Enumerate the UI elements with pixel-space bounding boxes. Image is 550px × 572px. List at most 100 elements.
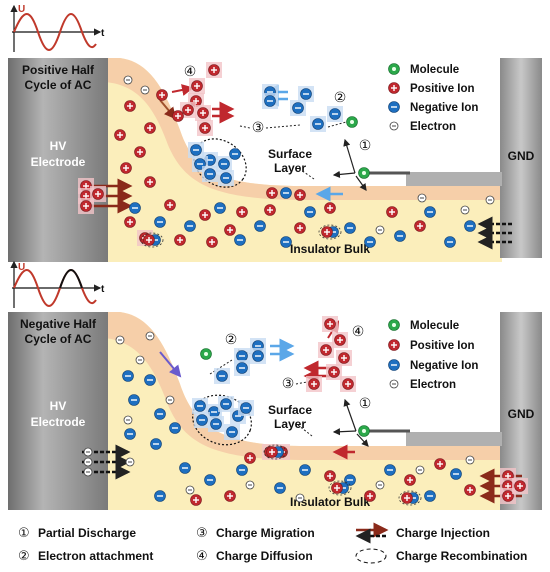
negative-ion-icon xyxy=(154,408,166,420)
positive-ion-icon xyxy=(172,110,184,122)
positive-ion-icon xyxy=(90,186,106,202)
key-label-charge-diffusion: Charge Diffusion xyxy=(216,549,313,563)
positive-ion-icon xyxy=(134,146,146,158)
key-label-partial-discharge: Partial Discharge xyxy=(38,526,136,540)
positive-ion-icon xyxy=(124,216,136,228)
negative-ion-icon xyxy=(218,170,234,186)
positive-ion-icon xyxy=(143,234,155,246)
positive-ion-icon xyxy=(156,89,168,101)
negative-ion-icon xyxy=(154,216,166,228)
legend-negative-ion: Negative Ion xyxy=(410,360,478,372)
marker-attachment: ② xyxy=(225,332,238,348)
electron-icon xyxy=(125,457,135,467)
legend-electron: Electron xyxy=(410,121,456,133)
positive-ion-icon xyxy=(114,129,126,141)
gnd-step xyxy=(406,432,502,446)
hv-electrode xyxy=(8,312,108,510)
electron-icon xyxy=(83,467,93,477)
particles-panel-2 xyxy=(83,316,528,506)
legend-negative-ion: Negative Ion xyxy=(410,102,478,114)
hv-label-line2: Electrode xyxy=(31,415,86,429)
molecule-icon xyxy=(200,348,212,360)
negative-ion-icon xyxy=(179,462,191,474)
charge-recombination-icon xyxy=(355,548,387,564)
legend-molecule: Molecule xyxy=(410,320,459,332)
positive-ion-icon xyxy=(294,189,306,201)
positive-ion-icon xyxy=(195,105,211,121)
negative-ion-icon xyxy=(236,464,248,476)
positive-ion-icon xyxy=(224,490,236,502)
negative-ion-icon xyxy=(224,424,240,440)
positive-ion-icon xyxy=(324,470,336,482)
positive-ion-icon xyxy=(306,376,322,392)
positive-ion-icon xyxy=(189,78,205,94)
recombination-pair-icon xyxy=(318,224,342,240)
positive-ion-icon xyxy=(434,458,446,470)
gnd-step xyxy=(406,172,502,186)
molecule-icon xyxy=(388,319,400,331)
negative-ion-icon xyxy=(274,482,286,494)
negative-ion-icon xyxy=(229,148,241,160)
positive-ion-icon xyxy=(404,474,416,486)
positive-ion-icon xyxy=(326,364,342,380)
negative-ion-icon xyxy=(154,490,166,502)
charge-cluster-outline xyxy=(193,138,247,188)
positive-ion-icon xyxy=(180,102,196,118)
recombination-pair-icon xyxy=(328,480,352,496)
axis-t-label: t xyxy=(101,28,105,39)
negative-ion-icon xyxy=(202,166,218,182)
positive-ion-icon xyxy=(206,236,218,248)
surface-label-line2: Layer xyxy=(274,161,306,175)
marker-migration: ③ xyxy=(252,120,265,136)
key-symbol-partial-discharge: ① xyxy=(18,526,30,541)
positive-ion-icon xyxy=(318,342,334,358)
surface-label-line1: Surface xyxy=(268,403,312,417)
negative-ion-icon xyxy=(424,206,436,218)
recombination-pair-icon xyxy=(140,232,164,248)
key-label-charge-recombination: Charge Recombination xyxy=(396,549,527,563)
electron-icon xyxy=(123,75,133,85)
negative-ion-icon xyxy=(388,359,400,371)
negative-ion-icon xyxy=(464,220,476,232)
electron-icon xyxy=(245,480,255,490)
hv-electrode xyxy=(8,58,108,262)
negative-ion-icon xyxy=(280,236,292,248)
molecule-icon xyxy=(358,425,370,437)
positive-ion-icon xyxy=(224,224,236,236)
positive-ion-icon xyxy=(388,339,400,351)
electron-icon xyxy=(465,455,475,465)
negative-ion-icon xyxy=(122,370,134,382)
cycle-label-line1: Negative Half xyxy=(20,317,97,331)
negative-ion-icon xyxy=(129,202,141,214)
positive-ion-icon xyxy=(190,494,202,506)
key-symbol-electron-attachment: ② xyxy=(18,549,30,564)
electron-icon xyxy=(389,379,399,389)
negative-ion-icon xyxy=(304,206,316,218)
negative-ion-icon xyxy=(192,398,208,414)
positive-ion-icon xyxy=(294,222,306,234)
hv-label-line1: HV xyxy=(50,399,67,413)
negative-ion-icon xyxy=(450,468,462,480)
negative-ion-icon xyxy=(234,234,246,246)
positive-ion-icon xyxy=(174,234,186,246)
positive-ion-icon xyxy=(120,162,132,174)
positive-ion-icon xyxy=(512,478,528,494)
electron-icon xyxy=(415,465,425,475)
key-symbol-charge-diffusion: ④ xyxy=(196,549,208,564)
negative-ion-icon xyxy=(384,464,396,476)
electron-icon xyxy=(123,415,133,425)
positive-ion-icon xyxy=(386,206,398,218)
marker-migration: ③ xyxy=(282,376,295,392)
panel-negative: U t Negative Half Cycle of AC HV Electro… xyxy=(8,260,542,510)
legend-panel-1: Molecule Positive Ion Negative Ion Elect… xyxy=(388,63,478,133)
key-symbol-charge-migration: ③ xyxy=(196,526,208,541)
positive-ion-icon xyxy=(336,350,352,366)
positive-ion-icon xyxy=(388,82,400,94)
axis-u-label: U xyxy=(18,262,25,273)
electron-icon xyxy=(185,485,195,495)
negative-ion-icon xyxy=(238,400,254,416)
gnd-label: GND xyxy=(508,149,535,163)
negative-ion-icon xyxy=(124,428,136,440)
negative-ion-icon xyxy=(150,438,162,450)
negative-ion-icon xyxy=(298,86,314,102)
